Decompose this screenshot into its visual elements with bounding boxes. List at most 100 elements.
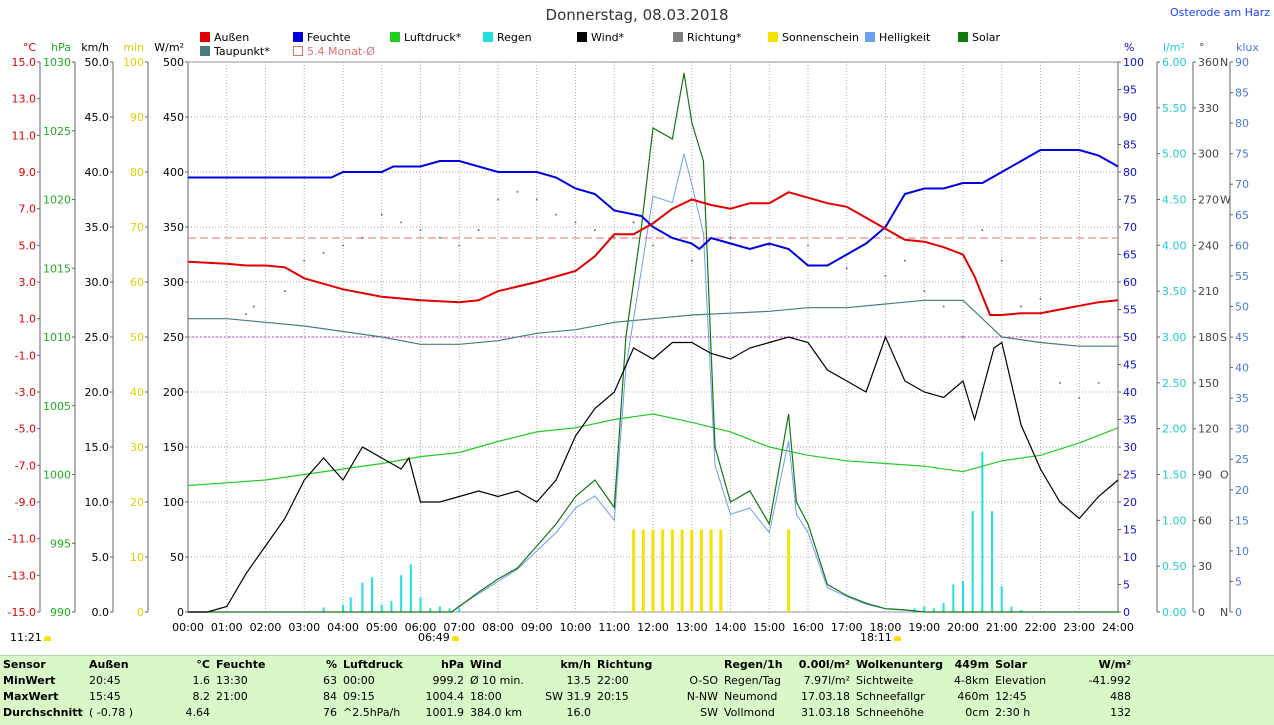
y-tick-label: 10 [130,551,144,564]
direction-point [962,336,964,338]
y-tick-label: 85 [1123,139,1137,152]
y-tick-label: 65 [1123,249,1137,262]
stats-cell: 4.64 [185,705,211,719]
y-tick-label: 50.0 [85,56,110,69]
x-tick-label: 13:00 [676,621,708,634]
rain-bar [913,608,916,612]
stats-cell: % [325,657,337,671]
y-axis-unit-label: min [123,41,144,54]
y-tick-label: 90 [130,111,144,124]
stats-cell: 20:45 [89,673,121,687]
legend-label: Taupunkt* [214,45,270,58]
y-tick-label: 30 [1198,560,1212,573]
legend-swatch [483,32,493,42]
rain-bar [419,597,422,612]
y-tick-label: 2.00 [1162,423,1187,436]
y-tick-label: 70 [130,221,144,234]
sunshine-bar [719,529,723,612]
direction-point [1058,381,1061,384]
y-tick-label: 35 [1123,414,1137,427]
y-tick-label: 360 [1198,56,1219,69]
direction-point [283,290,286,293]
y-tick-label: 25 [1235,453,1249,466]
stats-cell: N-NW [686,689,718,703]
y-tick-label: 55 [1235,270,1249,283]
legend-swatch [768,32,778,42]
stats-cell: Richtung [597,657,653,671]
direction-point [632,221,635,224]
series-line-helligkeit [188,153,1118,613]
series-line-aussen [187,191,1119,316]
sunshine-bar [641,529,645,612]
rain-bar [438,606,441,612]
y-tick-label: 6.00 [1162,56,1187,69]
y-tick-label: 85 [1235,87,1249,100]
y-tick-label: 50 [130,331,144,344]
series-line-wind [188,335,1119,613]
series-line-solar [188,72,1118,613]
stats-cell: 2:30 h [995,705,1031,719]
y-tick-label: 3.0 [19,276,37,289]
legend-label: Solar [972,31,1001,44]
y-tick-label: 0.00 [1162,606,1187,619]
y-axis-unit-label: °C [23,41,37,54]
direction-point [845,267,848,270]
stats-cell: -41.992 [1088,673,1132,687]
station-link[interactable]: Osterode am Harz [1170,6,1270,19]
y-tick-label: 1.50 [1162,469,1187,482]
y-tick-label: 50 [1123,331,1137,344]
y-tick-label: 90 [1123,111,1137,124]
y-tick-label: 120 [1198,423,1219,436]
sunrise-note: 06:49 [418,631,459,644]
stats-row: MaxWert 15:45 8.2 21:00 84 09:15 1004.4 18:00 SW… [0,688,1134,704]
x-tick-label: 10:00 [560,621,592,634]
y-tick-label: 500 [163,56,184,69]
y-tick-label: -9.0 [15,496,36,509]
rain-bar [458,608,461,612]
y-tick-label: 1010 [43,331,71,344]
rain-bar [448,608,451,612]
stats-cell: 00:00 [343,673,375,687]
y-tick-label: 13.0 [12,93,37,106]
y-tick-label: 4.00 [1162,239,1187,252]
stats-cell: 63 [323,673,337,687]
y-tick-label: -5.0 [15,423,36,436]
legend-swatch [293,46,303,56]
y-tick-label: 45.0 [85,111,110,124]
rain-bar [349,597,352,612]
direction-label: O [1220,469,1229,482]
x-tick-label: 09:00 [521,621,553,634]
sunshine-bar [787,529,791,612]
direction-point [477,229,480,232]
stats-cell: Wind [470,657,502,671]
stats-cell: Außen [89,657,129,671]
direction-point [942,305,945,308]
rain-bar [942,602,945,612]
y-tick-label: 200 [163,386,184,399]
statistics-panel: Sensor Außen °C Feuchte% Luftdruck hPa Wind km/… [0,655,1274,725]
stats-cell: 460m [957,689,990,703]
stats-cell: SW [700,705,718,719]
rain-bar [380,604,383,612]
direction-point [807,244,809,247]
y-tick-label: 15.0 [12,56,37,69]
direction-point [1078,397,1081,400]
y-tick-label: 10.0 [85,496,110,509]
y-tick-label: 30 [1235,423,1249,436]
x-tick-label: 23:00 [1063,621,1095,634]
y-tick-label: 25 [1123,469,1137,482]
x-tick-label: 01:00 [211,621,243,634]
direction-point [535,198,538,201]
y-tick-label: -15.0 [8,606,36,619]
y-tick-label: 40.0 [85,166,110,179]
y-tick-label: 60 [130,276,144,289]
direction-point [322,251,325,254]
y-tick-label: 70 [1235,178,1249,191]
x-tick-label: 12:00 [637,621,669,634]
stats-cell: 449m [954,657,990,671]
rain-bar [409,564,412,612]
stats-row: Durchschnitt ( -0.78 ) 4.64 76 ^2.5hPa/h 1001… [0,704,1134,720]
weather-chart: 00:00 01:00 02:00 03:00 04:00 05:00 06:00 07:00… [8,41,1260,634]
direction-point [342,244,344,247]
series-line-taupunkt [188,299,1118,347]
